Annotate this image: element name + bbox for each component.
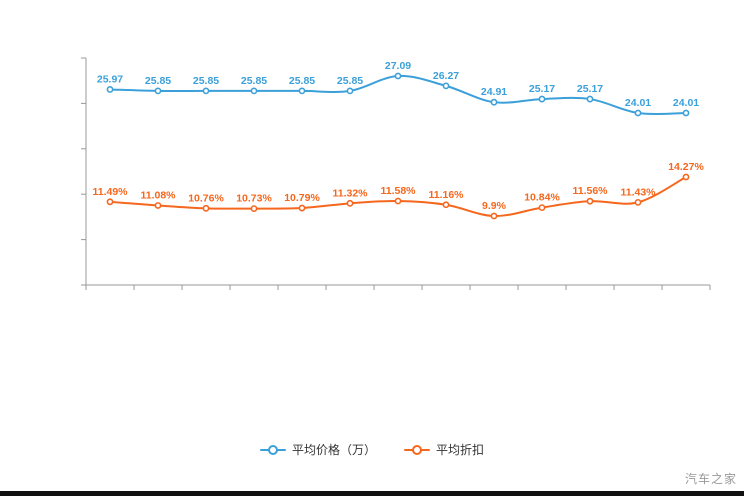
data-point[interactable] xyxy=(634,198,642,206)
data-label: 25.85 xyxy=(145,75,171,87)
data-point[interactable] xyxy=(442,201,450,209)
data-point[interactable] xyxy=(154,202,162,209)
data-label: 11.32% xyxy=(332,187,368,199)
data-point[interactable] xyxy=(682,109,690,117)
data-label: 10.79% xyxy=(284,192,320,204)
legend-dot xyxy=(412,444,422,455)
data-point[interactable] xyxy=(106,198,114,206)
legend-label-avg-price: 平均价格（万） xyxy=(291,443,376,457)
data-point[interactable] xyxy=(202,204,210,212)
bottom-bar xyxy=(0,491,744,496)
data-point[interactable] xyxy=(538,95,546,103)
data-point[interactable] xyxy=(538,204,546,212)
legend-label-avg-discount: 平均折扣 xyxy=(436,443,485,457)
data-label: 10.76% xyxy=(188,192,224,204)
data-label: 24.91 xyxy=(481,86,507,98)
data-label: 25.97 xyxy=(97,73,123,85)
data-label: 24.01 xyxy=(673,97,699,109)
data-point[interactable] xyxy=(346,87,354,95)
data-point[interactable] xyxy=(634,109,642,117)
chart-legend: 平均价格（万） 平均折扣 xyxy=(0,441,744,458)
data-point[interactable] xyxy=(586,95,594,103)
data-label: 25.85 xyxy=(241,75,267,87)
data-label: 11.49% xyxy=(92,186,128,198)
data-label: 14.27% xyxy=(668,161,704,173)
legend-dot xyxy=(267,444,278,455)
data-label: 25.17 xyxy=(577,83,603,95)
data-point[interactable] xyxy=(682,173,690,181)
data-label: 24.01 xyxy=(625,97,651,109)
data-point[interactable] xyxy=(346,199,354,207)
data-point[interactable] xyxy=(202,87,210,95)
data-point[interactable] xyxy=(298,204,306,212)
legend-item-avg-discount[interactable]: 平均折扣 xyxy=(404,441,484,458)
watermark-autohome: 汽车之家 xyxy=(684,472,737,486)
data-point[interactable] xyxy=(250,87,258,95)
data-point[interactable] xyxy=(490,212,498,220)
data-label: 26.27 xyxy=(433,70,459,82)
trend-chart[interactable]: 25.97 25.85 25.85 25.85 25.85 25.85 27.09 26.27… xyxy=(0,0,744,435)
data-label: 11.16% xyxy=(428,189,464,201)
data-point[interactable] xyxy=(298,87,306,95)
data-label: 11.08% xyxy=(140,189,176,201)
data-point[interactable] xyxy=(490,98,498,106)
data-point[interactable] xyxy=(250,205,258,212)
line-series-icon xyxy=(404,444,430,456)
data-point[interactable] xyxy=(394,197,402,205)
data-label: 25.85 xyxy=(289,75,315,87)
data-label: 27.09 xyxy=(385,60,411,72)
data-label: 25.17 xyxy=(529,83,555,95)
line-series-icon xyxy=(259,444,286,456)
data-point[interactable] xyxy=(106,86,114,93)
data-label: 11.58% xyxy=(380,185,416,197)
data-point[interactable] xyxy=(586,197,594,205)
data-label: 11.43% xyxy=(620,186,656,198)
data-point[interactable] xyxy=(394,72,402,80)
data-label: 11.56% xyxy=(572,185,608,197)
data-point[interactable] xyxy=(154,87,162,95)
data-label: 25.85 xyxy=(193,75,219,87)
legend-item-avg-price[interactable]: 平均价格（万） xyxy=(259,441,376,458)
data-point[interactable] xyxy=(442,82,450,90)
data-label: 10.84% xyxy=(524,192,560,204)
data-label: 25.85 xyxy=(337,75,363,87)
data-label: 9.9% xyxy=(482,200,507,212)
data-label: 10.73% xyxy=(236,193,272,205)
